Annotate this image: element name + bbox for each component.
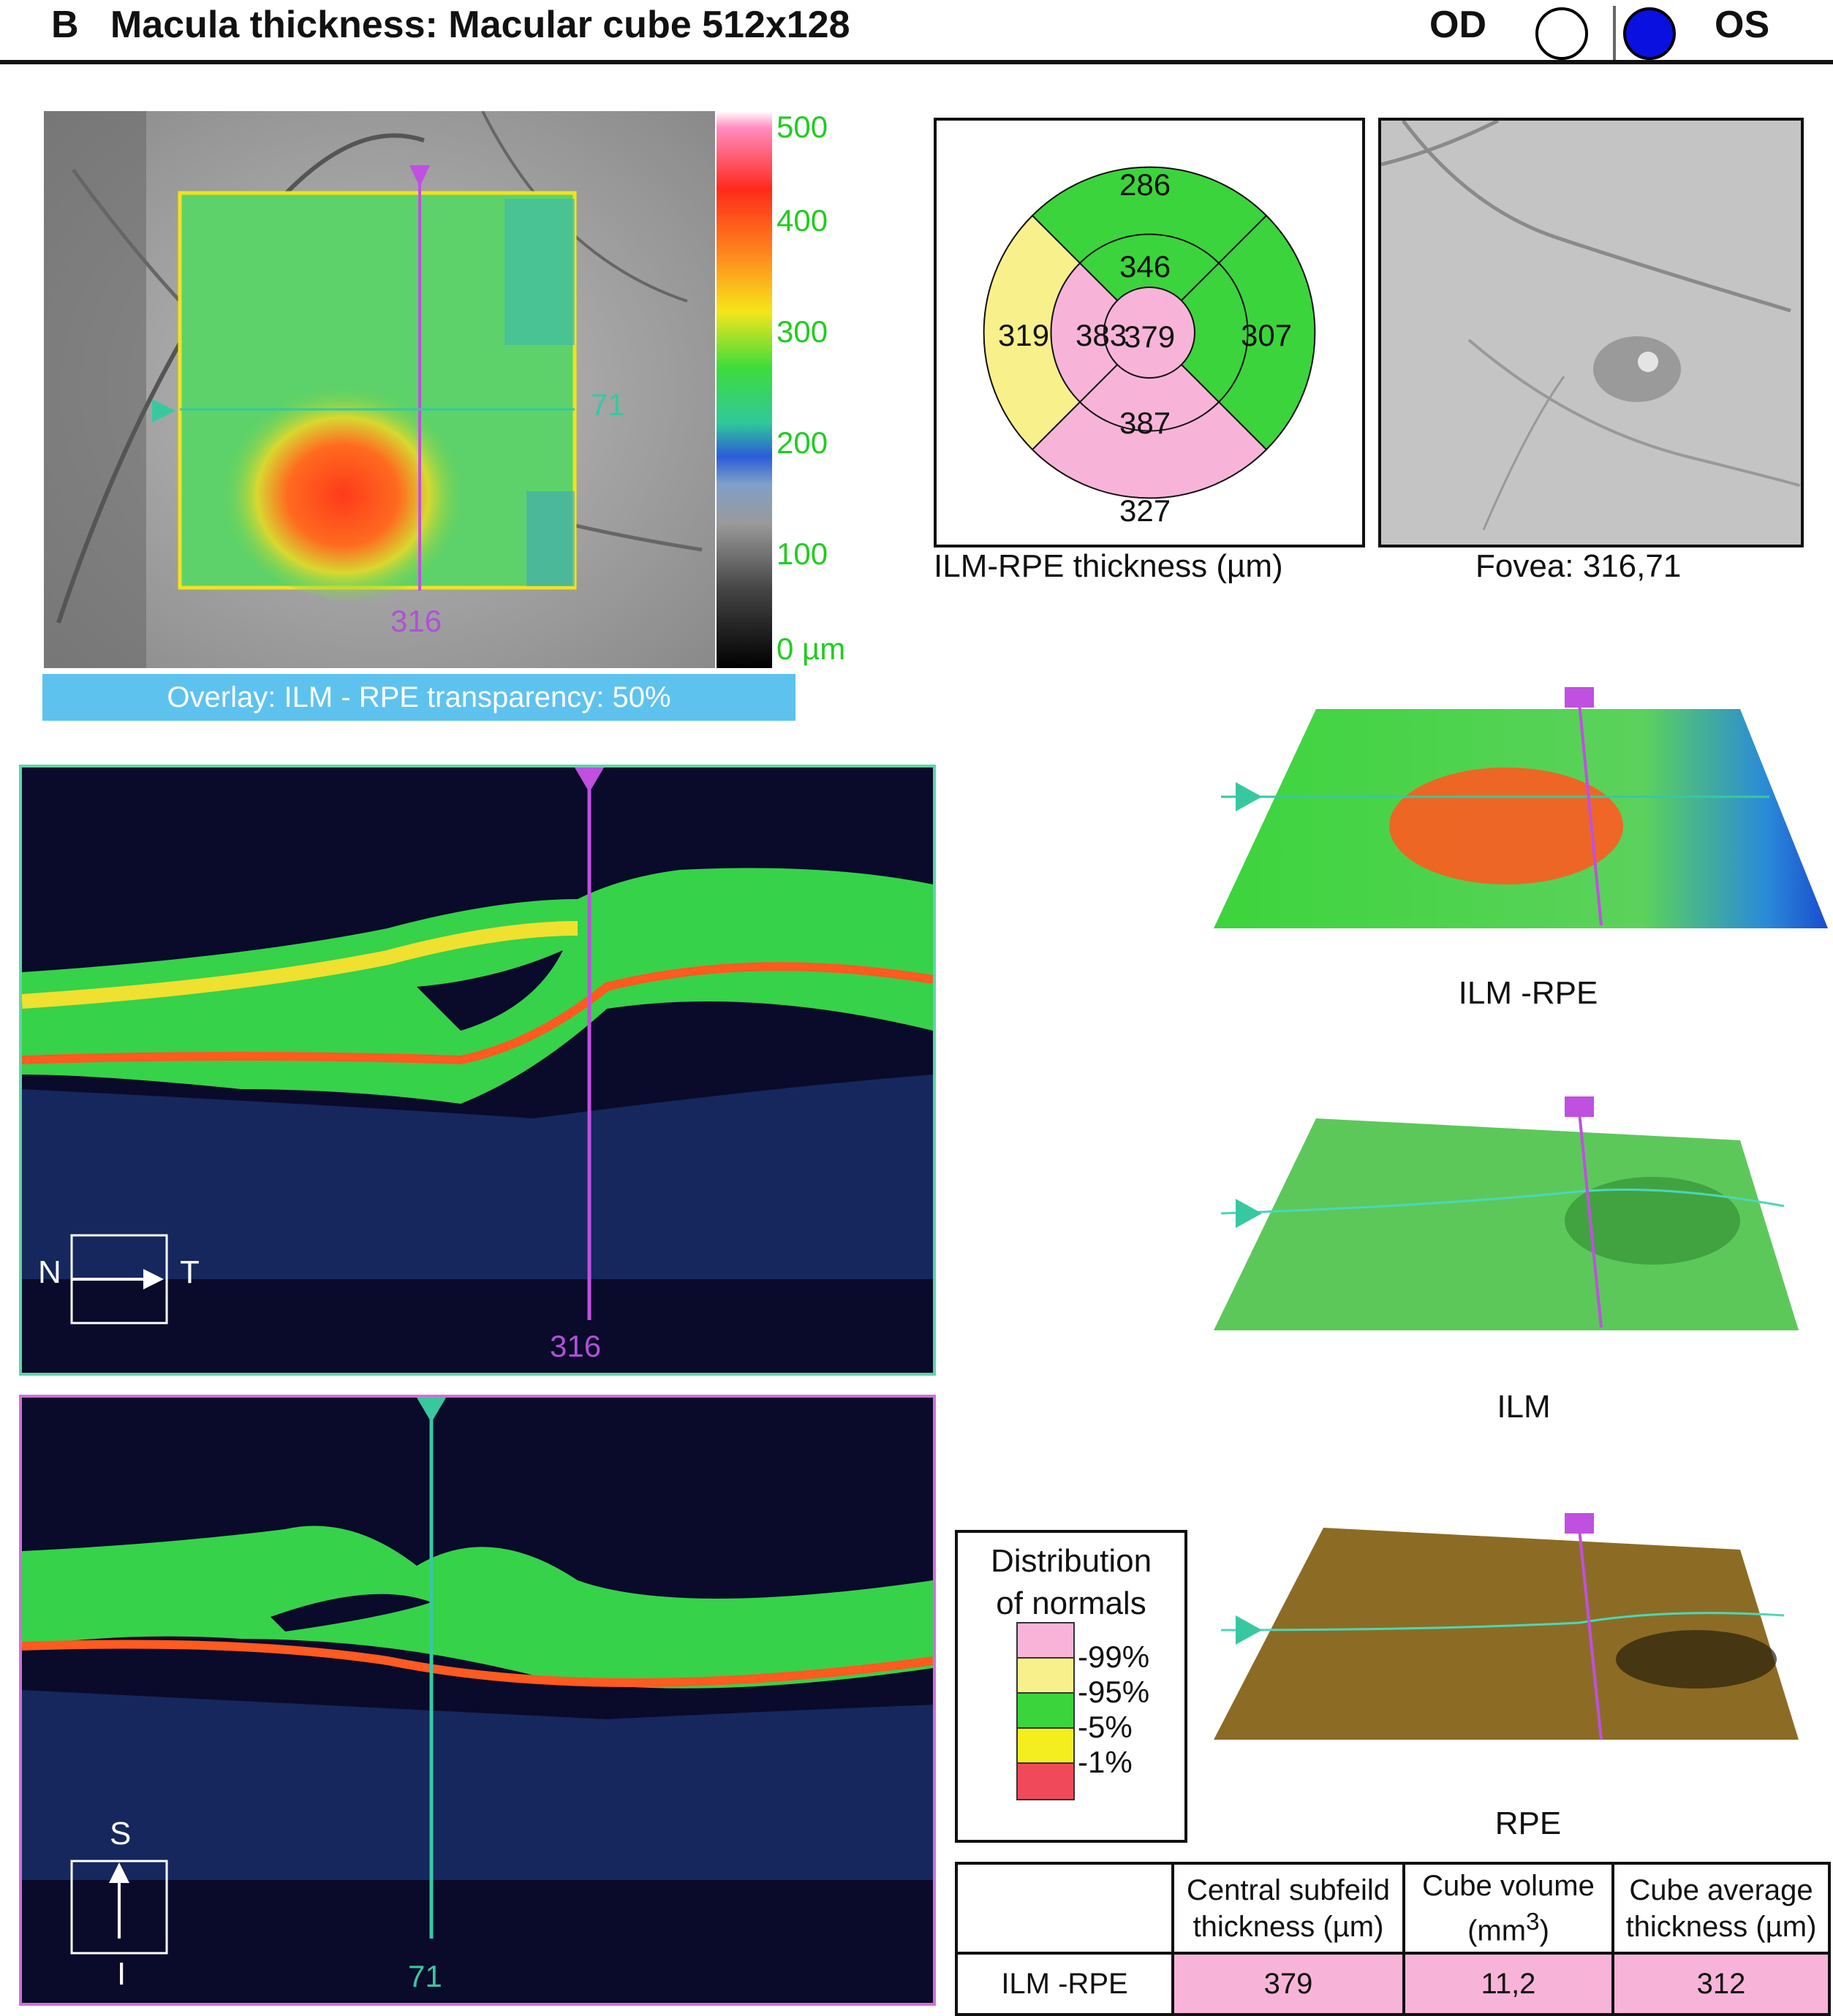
surface-rpe-label: RPE bbox=[1494, 1805, 1562, 1841]
header-rule bbox=[0, 60, 1833, 64]
legend-swatch-5 bbox=[1016, 1692, 1075, 1730]
table-header-central-subfield: Central subfeild thickness (µm) bbox=[1171, 1861, 1405, 1955]
overlay-caption-bar[interactable]: Overlay: ILM - RPE transparency: 50% bbox=[42, 674, 795, 721]
bscan-vertical[interactable] bbox=[19, 1395, 936, 2006]
bscan-h-orient-t: T bbox=[180, 1254, 200, 1290]
bscan-horizontal[interactable] bbox=[19, 765, 936, 1376]
os-radio[interactable] bbox=[1623, 7, 1676, 60]
etdrs-inner-temporal: 307 bbox=[1241, 318, 1293, 352]
colorbar-label-0: 0 µm bbox=[776, 632, 846, 666]
surface-ilm[interactable] bbox=[1214, 1096, 1828, 1330]
legend-label-99: -99% bbox=[1078, 1640, 1150, 1674]
etdrs-thickness-map[interactable]: 286 319 327 346 383 307 387 379 bbox=[934, 118, 1365, 547]
page-title: B Macula thickness: Macular cube 512x128 bbox=[51, 4, 850, 46]
table-cell-cube-volume: 11,2 bbox=[1402, 1952, 1614, 2016]
od-label: OD bbox=[1429, 4, 1486, 46]
etdrs-outer-inferior: 327 bbox=[1119, 493, 1171, 528]
table-row: ILM -RPE 379 11,2 312 bbox=[955, 1952, 1831, 2016]
legend-label-1: -1% bbox=[1078, 1745, 1133, 1779]
surface-rpe[interactable] bbox=[1214, 1513, 1828, 1747]
normals-legend: Distribution of normals -99% -95% -5% -1… bbox=[955, 1530, 1187, 1843]
eye-separator bbox=[1613, 6, 1616, 63]
table-row-label: ILM -RPE bbox=[955, 1952, 1174, 2016]
thickness-colorbar bbox=[717, 111, 772, 668]
etdrs-outer-nasal: 319 bbox=[998, 318, 1050, 352]
surface-ilm-rpe-label: ILM -RPE bbox=[1458, 975, 1598, 1011]
surface-ilm-label: ILM bbox=[1497, 1389, 1551, 1425]
table-header-empty bbox=[955, 1861, 1174, 1955]
colorbar-label-100: 100 bbox=[776, 537, 828, 571]
legend-title-line2: of normals bbox=[996, 1585, 1146, 1621]
etdrs-grid bbox=[983, 166, 1316, 499]
bscan-h-line-label: 316 bbox=[550, 1329, 602, 1363]
table-cell-central-subfield: 379 bbox=[1171, 1952, 1405, 2016]
table-header-row: Central subfeild thickness (µm) Cube volu… bbox=[955, 1861, 1831, 1955]
colorbar-label-200: 200 bbox=[776, 425, 828, 460]
bscan-v-line-label: 71 bbox=[408, 1959, 442, 1993]
fundus-v-line-label: 316 bbox=[390, 604, 442, 638]
fundus-h-line-label: 71 bbox=[591, 387, 625, 422]
colorbar-label-400: 400 bbox=[776, 203, 828, 238]
legend-swatch-1 bbox=[1016, 1727, 1075, 1765]
colorbar-label-500: 500 bbox=[776, 110, 828, 144]
colorbar-label-300: 300 bbox=[776, 314, 828, 349]
etdrs-outer-superior: 286 bbox=[1119, 167, 1171, 202]
etdrs-inner-superior: 346 bbox=[1119, 249, 1171, 284]
os-label: OS bbox=[1715, 4, 1770, 46]
measurements-table: Central subfeild thickness (µm) Cube volu… bbox=[955, 1861, 1831, 2016]
legend-swatch-below-1 bbox=[1016, 1762, 1075, 1800]
etdrs-caption: ILM-RPE thickness (µm) bbox=[934, 548, 1283, 584]
legend-label-5: -5% bbox=[1078, 1710, 1133, 1744]
etdrs-inner-inferior: 387 bbox=[1119, 406, 1171, 440]
bscan-v-orient-i: I bbox=[117, 1956, 126, 1992]
legend-swatch-99 bbox=[1016, 1622, 1075, 1660]
fovea-image[interactable] bbox=[1378, 118, 1804, 547]
fundus-overlay-image[interactable] bbox=[44, 111, 715, 668]
table-cell-cube-average: 312 bbox=[1611, 1952, 1831, 2016]
legend-title: Distribution of normals bbox=[958, 1540, 1184, 1625]
bscan-h-orient-n: N bbox=[38, 1254, 61, 1290]
etdrs-center: 379 bbox=[1124, 319, 1176, 354]
surface-ilm-rpe[interactable] bbox=[1214, 687, 1828, 936]
fovea-caption: Fovea: 316,71 bbox=[1475, 548, 1682, 584]
table-header-cube-average: Cube average thickness (µm) bbox=[1611, 1861, 1831, 1955]
od-radio[interactable] bbox=[1535, 7, 1588, 60]
etdrs-inner-nasal: 383 bbox=[1076, 318, 1127, 352]
legend-title-line1: Distribution bbox=[990, 1543, 1152, 1579]
bscan-v-orient-s: S bbox=[110, 1816, 132, 1852]
legend-label-95: -95% bbox=[1078, 1675, 1150, 1709]
legend-swatch-95 bbox=[1016, 1657, 1075, 1695]
table-header-cube-volume: Cube volume (mm3) bbox=[1402, 1861, 1614, 1955]
